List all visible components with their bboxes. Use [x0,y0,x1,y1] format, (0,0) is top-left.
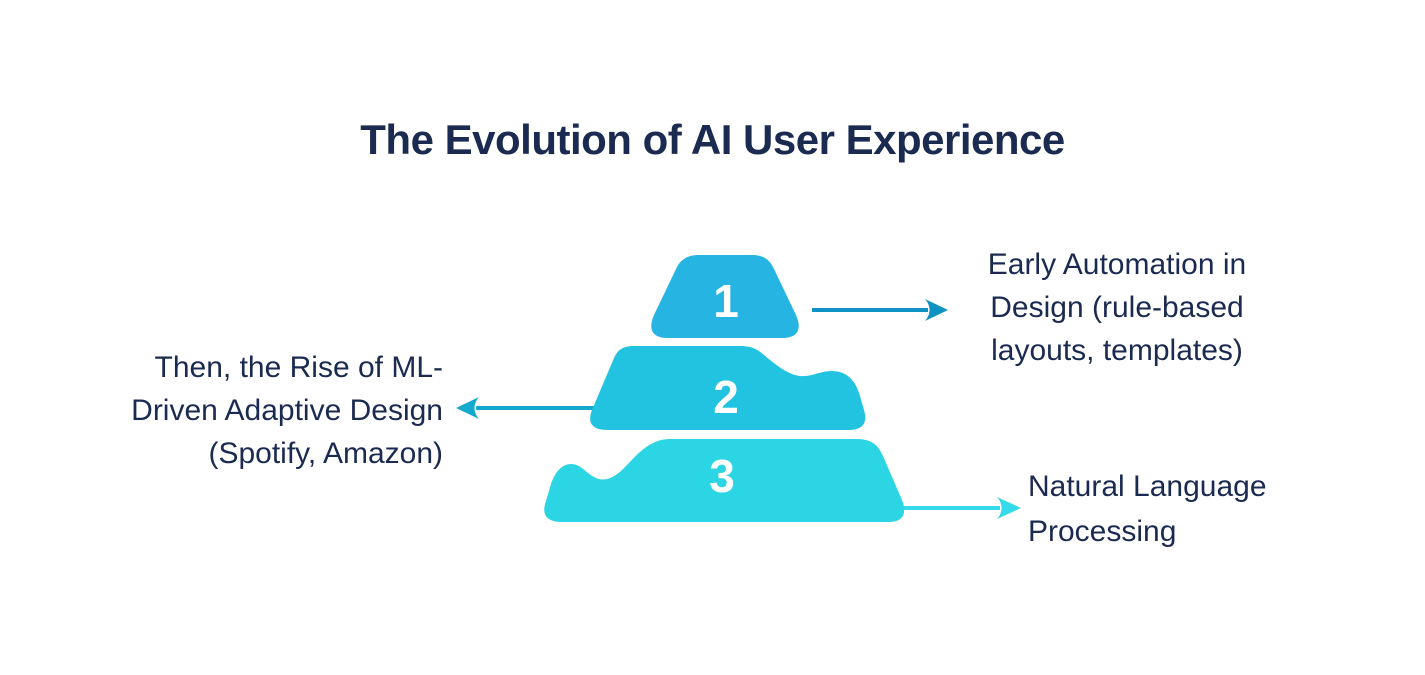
arrow-head-icon [997,497,1021,519]
pyramid-level-1-shape [651,255,799,338]
pyramid-level-2-shape [590,346,866,430]
level-1-label: Early Automation in Design (rule-based l… [950,243,1284,372]
pyramid-level-3-shape [544,439,905,522]
arrow-head-icon [456,397,479,419]
level-2-label-line: Then, the Rise of ML- [154,351,443,384]
level-2-label: Then, the Rise of ML- Driven Adaptive De… [55,346,443,475]
level-1-label-line: Design (rule-based [990,291,1244,324]
level-2-label-line: (Spotify, Amazon) [208,437,443,470]
level-2-number: 2 [713,371,739,423]
arrow-head-icon [925,299,948,321]
page-title: The Evolution of AI User Experience [360,116,1065,164]
level-3-arrow-right-icon [898,497,1021,519]
level-3-label-line: Processing [1028,515,1177,548]
level-1-number: 1 [713,275,739,327]
level-2-label-line: Driven Adaptive Design [131,394,443,427]
level-3-label: Natural Language Processing [1028,464,1368,554]
level-1-label-line: layouts, templates) [991,334,1243,367]
level-1-arrow-right-icon [812,299,948,321]
level-2-arrow-left-icon [456,397,604,419]
level-3-number: 3 [709,450,735,502]
level-3-label-line: Natural Language [1028,470,1267,503]
level-1-label-line: Early Automation in [987,248,1247,281]
